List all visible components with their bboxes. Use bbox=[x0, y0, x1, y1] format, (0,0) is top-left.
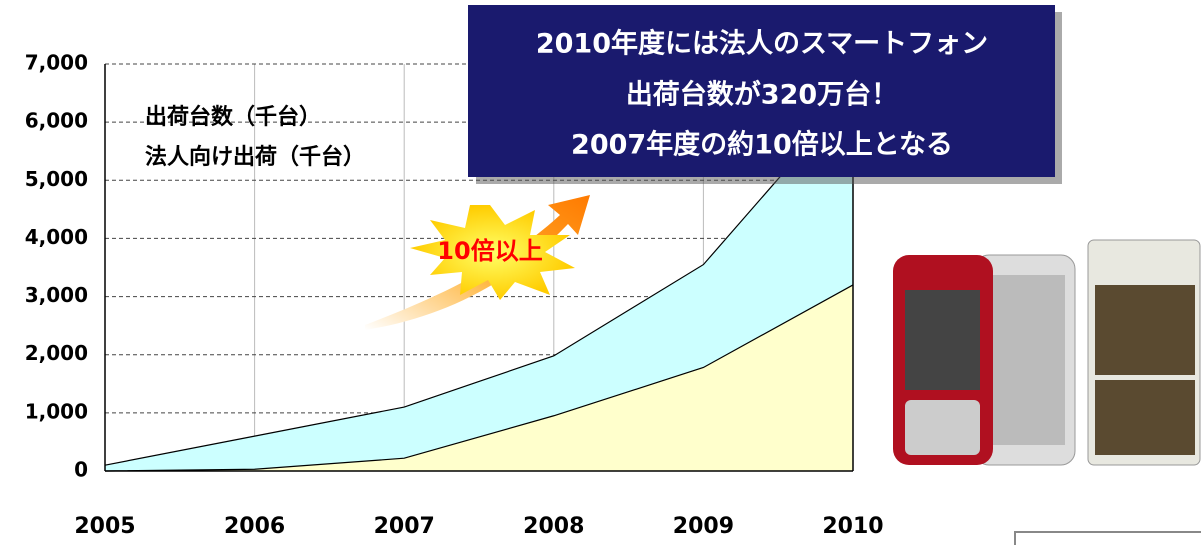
x-tick-label: 2007 bbox=[374, 514, 435, 539]
chart: 出荷台数（千台） 法人向け出荷（千台） 10倍以上 2010年度には法人のスマート… bbox=[0, 0, 1201, 545]
annotation: 10倍以上 bbox=[437, 237, 542, 265]
y-tick-label: 4,000 bbox=[25, 225, 88, 249]
x-tick-label: 2005 bbox=[74, 514, 135, 539]
x-tick-label: 2006 bbox=[224, 514, 285, 539]
y-tick-label: 3,000 bbox=[25, 283, 88, 307]
x-tick-label: 2010 bbox=[822, 514, 883, 539]
y-tick-label: 1,000 bbox=[25, 399, 88, 423]
callout-line: 2007年度の約10倍以上となる bbox=[571, 129, 953, 161]
y-tick-label: 6,000 bbox=[25, 109, 88, 133]
callout-line: 2010年度には法人のスマートフォン bbox=[536, 28, 988, 60]
y-tick-label: 7,000 bbox=[25, 51, 88, 75]
legend-label: 出荷台数（千台） bbox=[145, 104, 321, 130]
y-tick-label: 0 bbox=[74, 458, 88, 482]
y-tick-label: 2,000 bbox=[25, 341, 88, 365]
callout-line: 出荷台数が320万台！ bbox=[626, 79, 898, 111]
x-tick-label: 2009 bbox=[673, 514, 734, 539]
legend-label: 法人向け出荷（千台） bbox=[145, 144, 365, 170]
frame bbox=[1015, 532, 1201, 545]
phone-illustration bbox=[893, 255, 1075, 465]
card-illustration bbox=[1088, 240, 1200, 465]
x-tick-label: 2008 bbox=[523, 514, 584, 539]
y-tick-label: 5,000 bbox=[25, 167, 88, 191]
